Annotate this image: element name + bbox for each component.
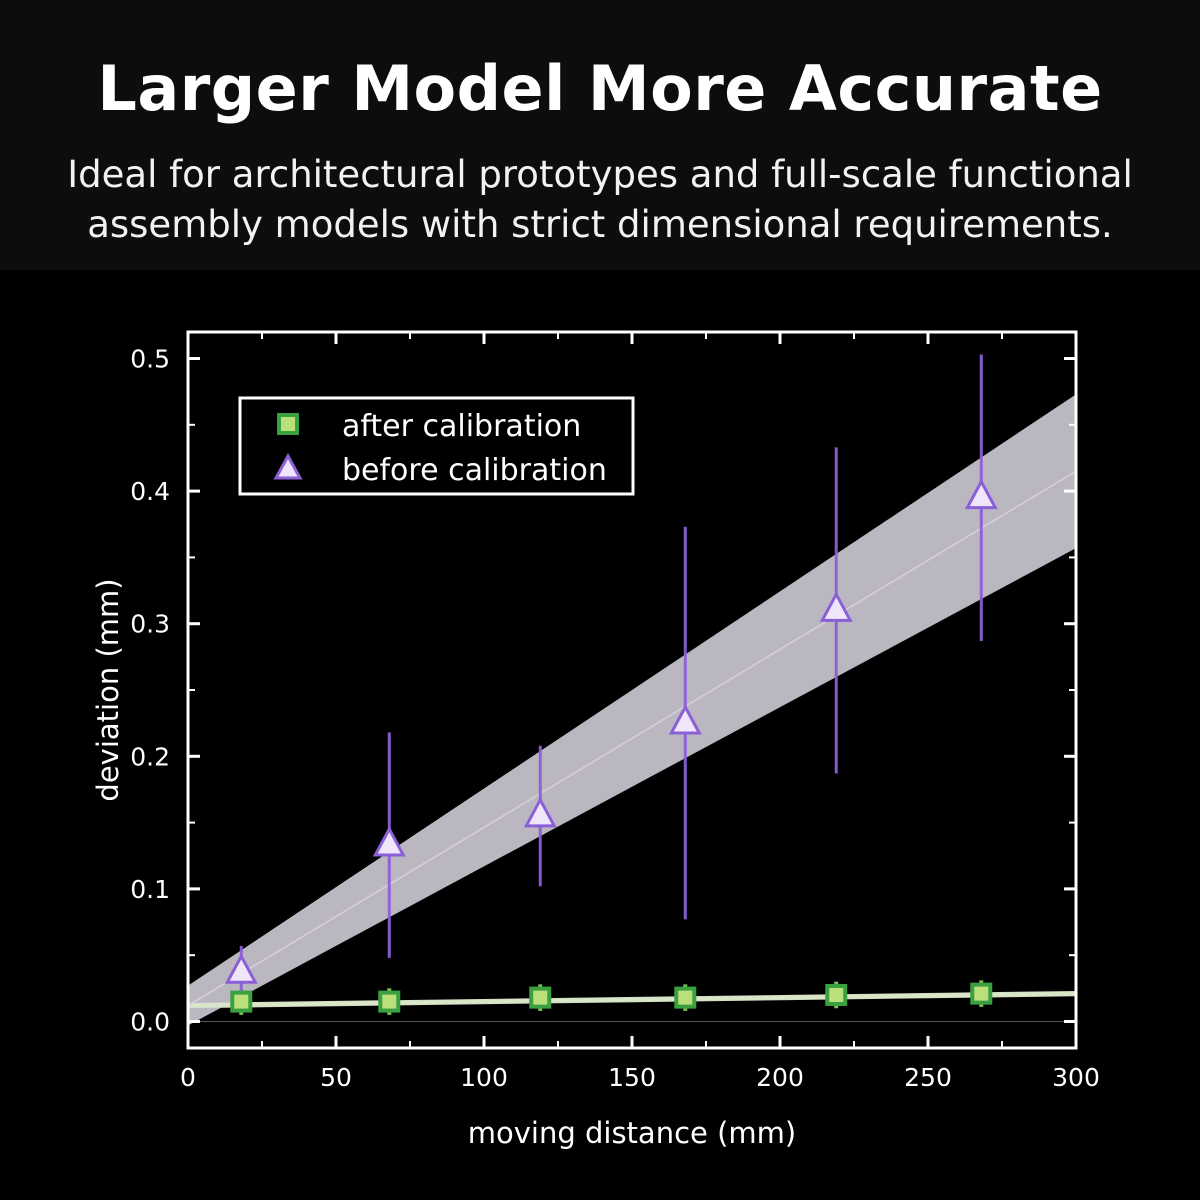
fit-line-before-calibration: [187, 470, 1077, 1007]
y-tick-label: 0.1: [130, 875, 170, 904]
y-tick-label: 0.0: [130, 1007, 170, 1036]
tick-labels: 0 50 100 150 200 250 300 0.0 0.1 0.2 0.3 0.4 0.5: [130, 345, 1100, 1092]
fit-line-after-calibration: [187, 991, 1077, 1008]
data-point-before-calibration: [523, 796, 557, 828]
data-point-after-calibration: [825, 983, 848, 1006]
subtitle-line-2: assembly models with strict dimensional …: [87, 203, 1113, 246]
x-tick-label: 100: [460, 1063, 508, 1092]
data-point-after-calibration: [674, 986, 697, 1009]
data-point-after-calibration: [230, 990, 253, 1013]
data-point-before-calibration: [964, 478, 998, 510]
data-points: [224, 478, 998, 1013]
x-tick-label: 250: [904, 1063, 952, 1092]
legend: after calibration before calibration: [238, 396, 635, 496]
y-tick-label: 0.2: [130, 742, 170, 771]
legend-label-before-calibration: before calibration: [342, 453, 607, 488]
legend-marker-after-calibration: [277, 413, 299, 435]
data-point-after-calibration: [970, 982, 993, 1005]
legend-marker-before-calibration: [273, 452, 303, 480]
y-tick-label: 0.5: [130, 345, 170, 374]
data-point-before-calibration: [668, 703, 702, 735]
y-axis-label: deviation (mm): [91, 578, 125, 801]
axis-ticks: [188, 332, 1076, 1048]
confidence-band-before-calibration: [188, 394, 1076, 1026]
x-tick-label: 150: [608, 1063, 656, 1092]
y-tick-label: 0.4: [130, 477, 170, 506]
x-axis-label: moving distance (mm): [468, 1116, 796, 1150]
data-point-after-calibration: [378, 990, 401, 1013]
data-point-before-calibration: [819, 591, 853, 622]
page-subtitle: Ideal for architectural prototypes and f…: [0, 150, 1200, 250]
header-band: [0, 0, 1200, 270]
x-tick-label: 50: [320, 1063, 352, 1092]
data-point-after-calibration: [529, 986, 552, 1009]
page-title: Larger Model More Accurate: [97, 52, 1103, 125]
legend-label-after-calibration: after calibration: [342, 409, 581, 444]
fit-lines: [187, 470, 1077, 1008]
x-tick-label: 200: [756, 1063, 804, 1092]
data-point-before-calibration: [224, 953, 258, 984]
x-tick-label: 0: [180, 1063, 196, 1092]
x-tick-label: 300: [1052, 1063, 1100, 1092]
legend-box: [238, 396, 635, 496]
subtitle-line-1: Ideal for architectural prototypes and f…: [67, 153, 1133, 196]
data-point-before-calibration: [372, 825, 406, 857]
y-tick-label: 0.3: [130, 610, 170, 639]
